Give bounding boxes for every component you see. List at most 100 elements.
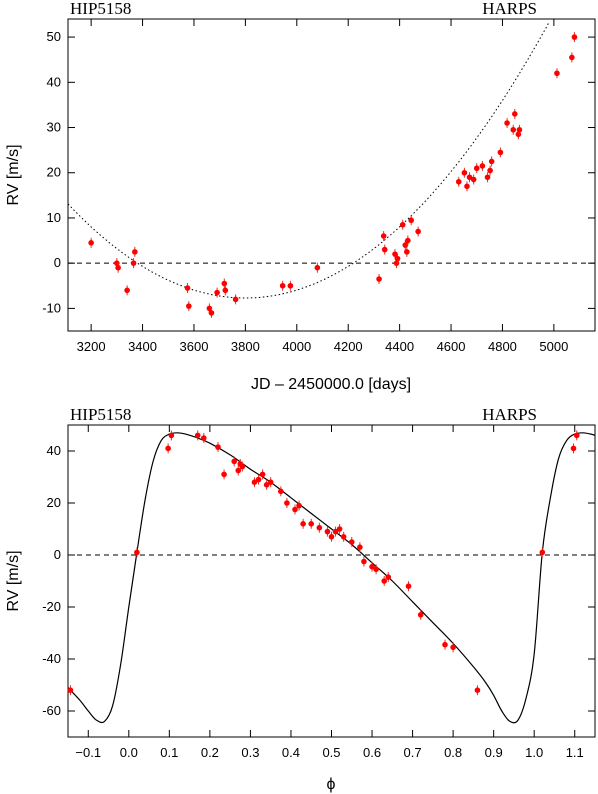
data-point [381, 578, 388, 584]
data-point [570, 445, 577, 452]
data-point [186, 303, 192, 309]
x-tick-label: 0.9 [485, 745, 503, 760]
trend-curve [67, 22, 550, 299]
x-tick-label: 4000 [282, 339, 311, 354]
data-point [479, 163, 486, 169]
data-point [132, 249, 138, 255]
axis-ticks: 3200 3400 3600 3800 4000 4200 4400 4600 4800 5000… [42, 19, 595, 354]
data-point [392, 251, 398, 257]
data-point [511, 111, 518, 117]
x-tick-label: 0.3 [241, 745, 259, 760]
data-point [461, 169, 468, 176]
chart-title-left: HIP5158 [70, 405, 131, 424]
data-point [214, 289, 220, 296]
data-point [308, 521, 315, 527]
y-tick-label: 40 [47, 74, 61, 89]
data-point [259, 471, 266, 478]
data-point [314, 264, 321, 271]
data-point [399, 221, 406, 228]
data-point [348, 539, 355, 545]
data-point [206, 305, 213, 312]
data-point [487, 167, 493, 174]
y-tick-label: 20 [47, 495, 61, 510]
data-point [130, 260, 137, 266]
x-tick-label: 0.5 [322, 745, 340, 760]
data-point [232, 296, 239, 303]
data-point [165, 445, 171, 452]
data-point [278, 488, 284, 495]
y-tick-label: -60 [42, 703, 61, 718]
data-point [408, 217, 414, 224]
data-point [466, 174, 473, 181]
data-point [405, 583, 412, 589]
data-point [184, 285, 191, 291]
data-point [381, 246, 388, 253]
x-tick-label: 0.6 [363, 745, 381, 760]
data-point [235, 467, 242, 474]
x-tick-label: 4600 [437, 339, 466, 354]
data-point [415, 228, 421, 235]
y-tick-label: -10 [42, 300, 61, 315]
data-point [221, 280, 228, 287]
data-point [279, 282, 286, 289]
data-point [328, 534, 335, 540]
x-tick-label: 0.8 [444, 745, 462, 760]
x-tick-label: 0.2 [201, 745, 219, 760]
x-tick-label: −0.1 [75, 745, 101, 760]
x-tick-label: 3600 [180, 339, 209, 354]
data-point [287, 282, 294, 289]
data-point [336, 526, 343, 532]
data-point [316, 524, 323, 531]
data-point [380, 233, 387, 239]
data-point [332, 528, 339, 535]
data-point [115, 264, 121, 271]
data-point [385, 574, 392, 580]
x-tick-label: 4200 [334, 339, 363, 354]
chart-title-right: HARPS [482, 0, 537, 18]
x-tick-label: 0.0 [120, 745, 138, 760]
model-curve [67, 432, 596, 724]
data-points [67, 430, 580, 696]
data-point [554, 70, 560, 77]
y-tick-label: 0 [54, 255, 61, 270]
data-point [417, 612, 424, 618]
data-point [450, 644, 456, 651]
y-tick-label: 0 [54, 547, 61, 562]
data-point [405, 237, 411, 244]
data-point [504, 120, 510, 126]
x-axis-label: ϕ [327, 776, 336, 793]
y-tick-label: 40 [47, 443, 61, 458]
data-point [222, 287, 229, 294]
x-tick-label: 0.7 [404, 745, 422, 760]
data-point [488, 158, 495, 165]
data-point [124, 287, 130, 294]
data-point [510, 126, 517, 133]
data-point [134, 549, 140, 556]
x-tick-label: 3800 [231, 339, 260, 354]
data-point [455, 178, 462, 185]
x-tick-label: 3400 [128, 339, 157, 354]
data-point [324, 528, 331, 535]
data-point [221, 471, 227, 478]
data-point [369, 563, 375, 570]
chart-title-left: HIP5158 [70, 0, 131, 18]
chart-title-right: HARPS [482, 405, 537, 424]
y-axis-label: RV [m/s] [5, 550, 22, 611]
y-tick-label: -20 [42, 599, 61, 614]
y-tick-label: 50 [47, 29, 61, 44]
data-point [88, 240, 94, 246]
data-point [571, 34, 578, 40]
data-point [340, 534, 347, 540]
data-point [168, 432, 175, 439]
x-tick-label: 1.1 [566, 745, 584, 760]
y-tick-label: 20 [47, 165, 61, 180]
data-point [292, 506, 298, 513]
data-point [267, 479, 274, 486]
data-point [373, 566, 379, 573]
data-point [404, 249, 410, 255]
data-point [497, 149, 504, 156]
x-tick-label: 4400 [385, 339, 414, 354]
rv-phase-panel: HIP5158 HARPS ϕ RV [m/s] −0.1 0.0 0.1 0.2 0.… [5, 405, 596, 793]
data-point [357, 544, 363, 550]
data-point [296, 502, 302, 509]
